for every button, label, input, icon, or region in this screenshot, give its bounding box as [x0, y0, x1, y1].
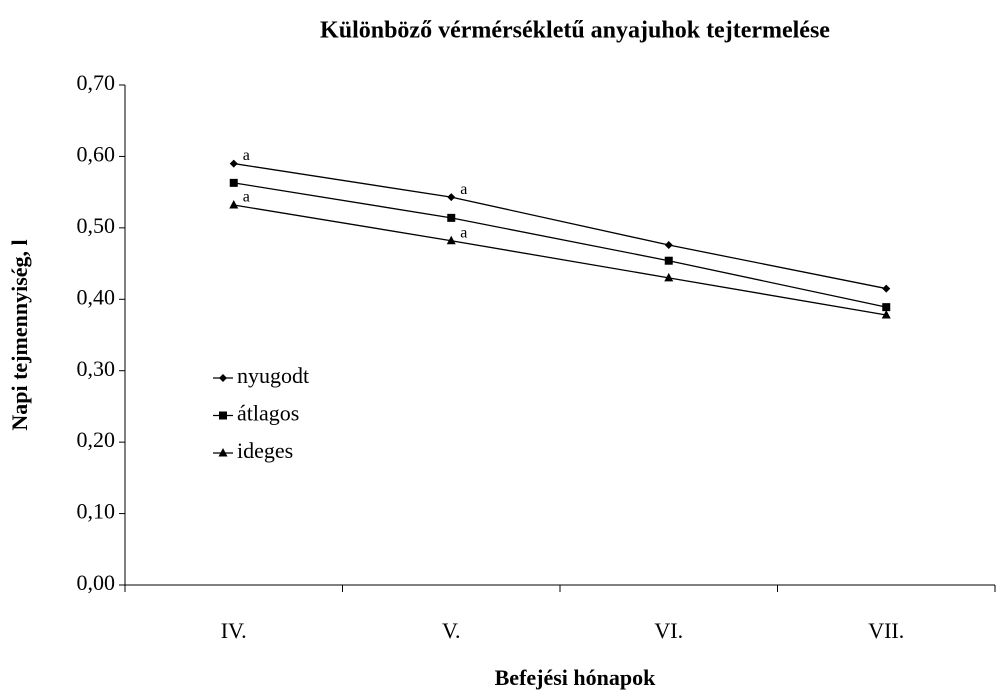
x-tick-label: VII.	[868, 618, 904, 643]
y-tick-label: 0,60	[77, 141, 116, 166]
marker	[881, 310, 891, 319]
annotation: a	[460, 224, 467, 241]
legend-label: nyugodt	[237, 363, 309, 388]
x-tick-label: IV.	[221, 618, 247, 643]
marker	[664, 272, 674, 282]
marker	[229, 159, 238, 168]
y-tick-label: 0,40	[77, 284, 116, 309]
y-tick-label: 0,50	[77, 213, 116, 238]
annotation: a	[243, 189, 250, 206]
y-tick-label: 0,70	[77, 70, 116, 95]
y-tick-label: 0,20	[77, 427, 116, 452]
chart-title: Különböző vérmérsékletű anyajuhok tejter…	[320, 18, 830, 44]
x-axis-label: Befejési hónapok	[495, 665, 657, 690]
marker	[219, 374, 227, 382]
y-tick-label: 0,30	[77, 356, 116, 381]
y-axis-label: Napi tejmennyiség, l	[7, 239, 32, 430]
marker	[229, 200, 239, 209]
marker	[882, 303, 891, 312]
series-line	[233, 182, 887, 308]
marker	[219, 411, 227, 420]
y-tick-label: 0,10	[77, 499, 116, 524]
marker	[664, 256, 673, 265]
marker	[446, 235, 456, 245]
marker	[882, 284, 891, 293]
annotation: a	[460, 181, 467, 198]
legend-label: ideges	[237, 438, 293, 463]
x-tick-label: V.	[442, 618, 461, 643]
annotation: a	[243, 147, 250, 164]
marker	[447, 213, 456, 222]
marker	[664, 241, 673, 249]
marker	[218, 448, 228, 457]
y-tick-label: 0,00	[77, 570, 116, 595]
legend-label: átlagos	[237, 401, 299, 426]
x-tick-label: VI.	[654, 618, 683, 643]
series-line	[233, 162, 887, 290]
marker	[447, 193, 456, 202]
series-line	[233, 204, 887, 316]
marker	[229, 178, 238, 187]
